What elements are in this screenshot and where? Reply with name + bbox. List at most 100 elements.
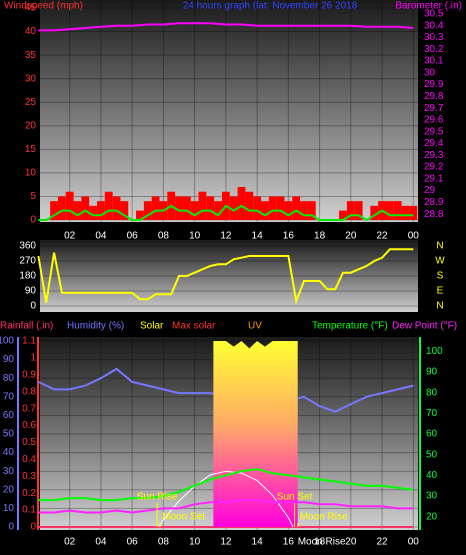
y2-tick-label: N	[436, 241, 443, 252]
y-tick-label: 15	[25, 144, 37, 155]
wind-gust-bar	[261, 201, 269, 220]
wind-gust-bar	[284, 201, 293, 220]
y3-tick-label: 0.9	[22, 369, 36, 380]
y-tick-label: 45	[25, 3, 37, 14]
x-tick-label: 06	[127, 537, 139, 548]
wind-gust-bar	[206, 196, 215, 220]
x-tick-label: 10	[189, 537, 201, 548]
x-tick-label: 18	[314, 231, 326, 242]
y2-tick-label: 30.3	[424, 32, 444, 43]
y2-axis-title: Barometer (.in)	[395, 1, 462, 12]
y2-tick-label: 29.6	[424, 115, 444, 126]
x-tick-label: 02	[64, 231, 76, 242]
legend-label: Dew Point (°F)	[392, 321, 457, 332]
y2-tick-label: 30.5	[424, 9, 444, 20]
wind-gust-bar	[65, 191, 74, 220]
y2-tick-label: 30.4	[424, 20, 444, 31]
x-tick-label: 10	[189, 231, 201, 242]
y-tick-label: 0	[30, 215, 36, 226]
wind-gust-bar	[190, 201, 199, 220]
legend-label: UV	[248, 321, 262, 332]
wind-gust-bar	[136, 210, 144, 220]
x-tick-label: 02	[64, 537, 76, 548]
wind-gust-bar	[307, 201, 316, 220]
y2-tick-label: 30	[426, 491, 438, 502]
wind-gust-bar	[97, 201, 105, 220]
wind-gust-bar	[409, 205, 418, 220]
y2-tick-label: S	[437, 271, 444, 282]
y3-tick-label: 1.1	[22, 336, 36, 347]
y-tick-label: 0	[8, 522, 14, 533]
wind-gust-bar	[346, 201, 355, 220]
event-label: Moon Rise	[298, 537, 346, 548]
y-tick-label: 20	[25, 120, 37, 131]
y-tick-label: 100	[0, 336, 14, 347]
wind-gust-bar	[276, 196, 285, 220]
y-tick-label: 80	[3, 373, 15, 384]
x-tick-label: 00	[408, 231, 420, 242]
legend-label: Max solar	[172, 321, 216, 332]
wind-gust-bar	[89, 205, 98, 220]
wind-gust-bar	[300, 201, 308, 220]
y2-tick-label: 90	[426, 367, 438, 378]
y3-tick-label: 0.4	[22, 454, 36, 465]
y2-tick-label: 29.5	[424, 126, 444, 137]
x-tick-label: 12	[220, 537, 232, 548]
legend-label: Humidity (%)	[67, 321, 124, 332]
x-tick-label: 20	[345, 537, 357, 548]
wind-gust-bar	[253, 196, 262, 220]
x-tick-label: 08	[158, 537, 170, 548]
y-tick-label: 10	[25, 168, 37, 179]
legend-label: Solar	[140, 321, 164, 332]
legend-label: Rainfall (.in)	[0, 321, 53, 332]
y2-tick-label: 100	[426, 346, 443, 357]
legend-label: Temperature (°F)	[312, 321, 388, 332]
wind-gust-bar	[112, 196, 121, 220]
x-tick-label: 16	[283, 537, 295, 548]
y2-tick-label: 29.3	[424, 150, 444, 161]
y2-tick-label: 50	[426, 449, 438, 460]
y2-tick-label: 30	[424, 67, 436, 78]
wind-gust-bar	[229, 196, 238, 220]
y2-tick-label: 60	[426, 429, 438, 440]
wind-gust-bar	[268, 196, 277, 220]
y3-tick-label: 0.3	[22, 471, 36, 482]
y2-tick-label: 29.9	[424, 79, 444, 90]
wind-gust-bar	[81, 196, 90, 220]
y2-tick-label: 70	[426, 408, 438, 419]
y3-tick-label: 0.2	[22, 488, 36, 499]
wind-gust-bar	[393, 201, 402, 220]
y2-tick-label: W	[435, 256, 445, 267]
y-tick-label: 40	[25, 26, 37, 37]
y2-tick-label: 30.2	[424, 44, 444, 55]
wind-gust-bar	[198, 191, 207, 220]
x-tick-label: 20	[345, 231, 357, 242]
y-tick-label: 360	[19, 241, 36, 252]
wind-gust-bar	[175, 196, 183, 220]
chart-title: 24 hours graph (lat: November 26 2018	[183, 1, 358, 12]
y2-tick-label: 28.9	[424, 197, 444, 208]
wind-gust-bar	[104, 191, 113, 220]
y2-tick-label: N	[436, 301, 443, 312]
y3-tick-label: 0.8	[22, 386, 36, 397]
event-label: Moon Set	[162, 512, 205, 523]
solar-area	[213, 341, 298, 527]
event-label: Sun Rise	[137, 492, 178, 503]
y2-tick-label: E	[437, 286, 444, 297]
y2-tick-label: 29.8	[424, 91, 444, 102]
y2-tick-label: 28.8	[424, 209, 444, 220]
x-tick-label: 04	[95, 231, 107, 242]
wind-gust-bar	[385, 201, 394, 220]
series-line	[38, 468, 414, 502]
wind-gust-bar	[339, 210, 347, 220]
wind-gust-bar	[50, 201, 58, 220]
y3-tick-label: 0.6	[22, 420, 36, 431]
x-tick-label: 08	[158, 231, 170, 242]
x-tick-label: 16	[283, 231, 295, 242]
y-tick-label: 0	[30, 301, 36, 312]
y2-tick-label: 29.2	[424, 162, 444, 173]
y3-tick-label: 0.1	[22, 505, 36, 516]
series-line	[37, 248, 414, 305]
y3-tick-label: 1	[30, 353, 36, 364]
wind-gust-bar	[120, 201, 129, 220]
